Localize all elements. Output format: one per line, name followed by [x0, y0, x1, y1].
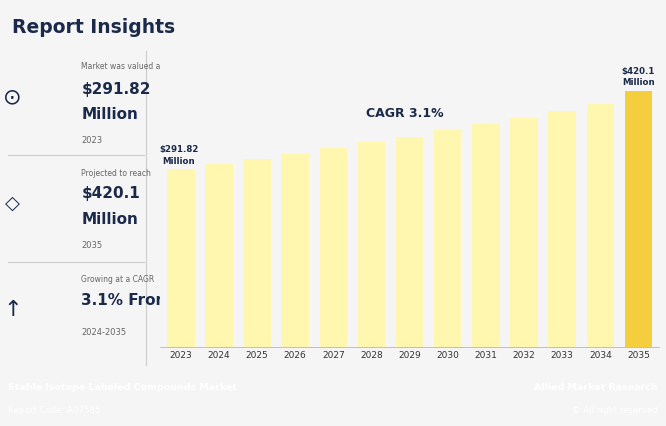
- Text: © All right reserved: © All right reserved: [572, 406, 658, 414]
- Bar: [320, 149, 347, 347]
- Text: Projected to reach: Projected to reach: [81, 168, 151, 178]
- Bar: [587, 105, 614, 347]
- Bar: [510, 118, 537, 347]
- Text: Report Insights: Report Insights: [12, 17, 175, 36]
- Bar: [396, 137, 424, 347]
- Text: $291.82
Million: $291.82 Million: [159, 144, 198, 165]
- Text: Market was valued at: Market was valued at: [81, 62, 164, 71]
- Bar: [205, 164, 232, 347]
- Text: CAGR 3.1%: CAGR 3.1%: [366, 106, 444, 120]
- Bar: [243, 159, 271, 347]
- Text: Allied Market Research: Allied Market Research: [534, 383, 658, 391]
- Text: Million: Million: [81, 211, 139, 227]
- Text: 2024-2035: 2024-2035: [81, 327, 127, 336]
- Text: Growing at a CAGR: Growing at a CAGR: [81, 274, 155, 284]
- Text: 3.1% From: 3.1% From: [81, 292, 172, 307]
- Bar: [167, 170, 194, 347]
- Bar: [472, 125, 500, 347]
- Text: $420.1: $420.1: [81, 186, 140, 201]
- Text: $420.1
Million: $420.1 Million: [621, 66, 655, 87]
- Text: ⊙: ⊙: [3, 87, 22, 107]
- Text: $291.82: $291.82: [81, 81, 151, 96]
- Text: Stable Isotope Labeled Compounds Market: Stable Isotope Labeled Compounds Market: [8, 383, 237, 391]
- Bar: [548, 112, 576, 347]
- Bar: [282, 154, 309, 347]
- Text: 2035: 2035: [81, 240, 103, 249]
- Bar: [358, 143, 385, 347]
- Bar: [625, 92, 652, 347]
- Text: ◇: ◇: [5, 193, 20, 212]
- Bar: [434, 131, 462, 347]
- Text: Million: Million: [81, 107, 139, 122]
- Text: 2023: 2023: [81, 135, 103, 144]
- Text: Report Code: A07585: Report Code: A07585: [8, 406, 101, 414]
- Text: ↑: ↑: [3, 299, 22, 320]
